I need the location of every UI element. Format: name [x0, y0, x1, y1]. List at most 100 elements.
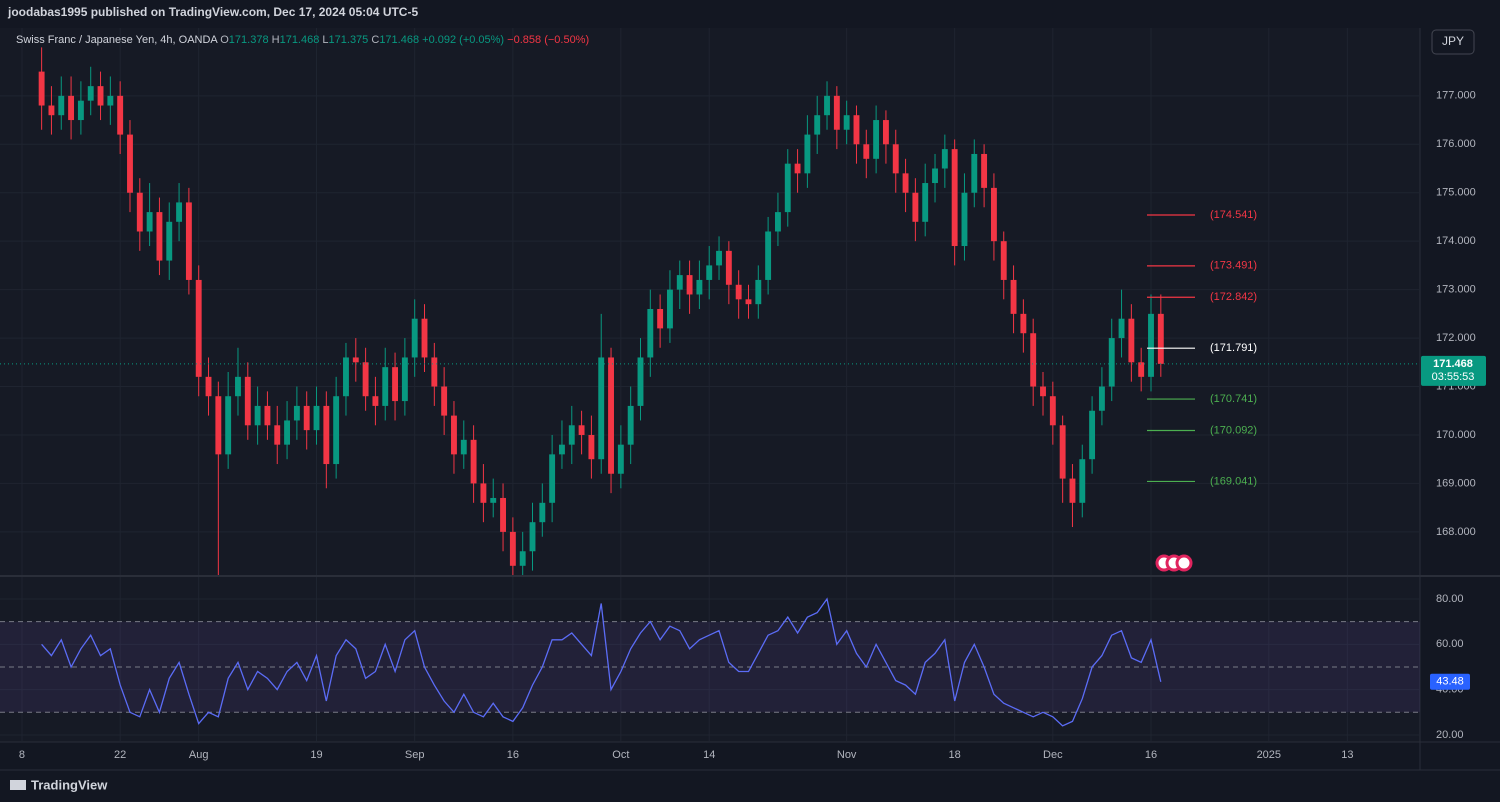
legend-change: (−0.50%) — [544, 34, 589, 46]
candle-body — [617, 444, 624, 474]
legend-value: 171.375 — [329, 34, 369, 46]
candle-body — [608, 357, 614, 474]
x-tick-label: 13 — [1341, 749, 1353, 761]
candle-body — [1000, 241, 1007, 280]
candle-body — [637, 357, 644, 406]
candle-body — [1118, 318, 1125, 339]
candle-body — [833, 95, 840, 130]
currency-label[interactable]: JPY — [1442, 34, 1464, 48]
candle-body — [1098, 386, 1105, 411]
x-tick-label: Nov — [837, 749, 857, 761]
candle-body — [156, 212, 163, 261]
candle-body — [824, 95, 830, 116]
y-tick-label: 20.00 — [1436, 729, 1464, 741]
candle-body — [254, 405, 261, 426]
candle-body — [1020, 313, 1027, 334]
candle-body — [686, 275, 693, 295]
candle-body — [755, 279, 762, 305]
legend-value: 171.378 — [229, 34, 269, 46]
x-tick-label: 2025 — [1257, 749, 1281, 761]
candle-body — [225, 396, 232, 455]
candle-body — [333, 396, 340, 465]
candle-body — [990, 187, 997, 242]
price-pane — [0, 47, 1420, 575]
candle-body — [539, 502, 546, 523]
candle-body — [912, 192, 919, 222]
legend-key: L — [322, 34, 328, 46]
candle-body — [961, 192, 968, 247]
candle-body — [529, 522, 536, 552]
x-tick-label: Dec — [1043, 749, 1063, 761]
level-label: (172.842) — [1210, 291, 1257, 303]
legend-value: 171.468 — [379, 34, 419, 46]
candle-body — [784, 163, 791, 213]
rsi-value-label: 43.48 — [1436, 676, 1464, 688]
legend-key: O — [220, 34, 229, 46]
candle-body — [293, 405, 300, 421]
candle-body — [264, 405, 271, 426]
candle-body — [1010, 279, 1017, 314]
x-tick-label: 14 — [703, 749, 715, 761]
legend-title: Swiss Franc / Japanese Yen, 4h, OANDA — [16, 34, 218, 46]
footer-logo: TradingView — [31, 777, 108, 792]
candle-body — [1079, 459, 1086, 503]
candle-body — [1030, 333, 1037, 387]
y-tick-label: 60.00 — [1436, 638, 1464, 650]
y-tick-label: 177.000 — [1436, 90, 1476, 102]
x-tick-label: 18 — [949, 749, 961, 761]
x-tick-label: 16 — [1145, 749, 1157, 761]
candle-body — [843, 115, 850, 130]
candle-body — [794, 163, 801, 174]
countdown: 03:55:53 — [1432, 371, 1475, 383]
y-tick-label: 168.000 — [1436, 526, 1476, 538]
currency-button[interactable] — [1431, 29, 1475, 55]
y-tick-label: 173.000 — [1436, 284, 1476, 296]
candle-body — [1148, 313, 1154, 377]
candle-body — [509, 531, 516, 566]
candle-body — [411, 318, 418, 358]
candle-body — [853, 115, 860, 145]
candle-body — [166, 221, 173, 261]
candle-body — [706, 265, 713, 280]
y-tick-label: 169.000 — [1436, 477, 1476, 489]
candle-body — [814, 115, 821, 135]
x-tick-label: 16 — [507, 749, 519, 761]
rsi-line — [41, 597, 1162, 727]
candle-body — [922, 183, 929, 222]
candle-body — [559, 444, 565, 455]
x-tick-label: Oct — [612, 749, 629, 761]
rsi-value-box — [1430, 673, 1470, 690]
candle-body — [588, 434, 595, 460]
candle-body — [519, 551, 526, 566]
candle-body — [382, 367, 389, 406]
level-label: (169.041) — [1210, 475, 1257, 487]
candle-body — [676, 275, 683, 290]
candle-body — [1157, 313, 1164, 364]
candle-body — [127, 134, 133, 193]
candle-body — [195, 279, 202, 377]
candle-body — [490, 497, 497, 503]
marks — [0, 47, 1420, 727]
y-tick-label: 176.000 — [1436, 138, 1476, 150]
candle-body — [392, 367, 399, 402]
candle-body — [107, 95, 114, 106]
candle-body — [765, 231, 772, 280]
level-label: (174.541) — [1210, 209, 1257, 221]
candle-body — [48, 105, 55, 116]
candle-body — [863, 144, 870, 159]
candle-body — [578, 425, 585, 435]
legend-key: H — [272, 34, 280, 46]
candle-body — [735, 284, 742, 300]
logo — [10, 780, 26, 790]
candle-body — [882, 120, 889, 145]
candle-body — [647, 309, 654, 358]
legend-change: −0.858 — [507, 34, 541, 46]
candle-body — [627, 405, 634, 445]
candle-body — [774, 212, 781, 232]
legend: Swiss Franc / Japanese Yen, 4h, OANDA O1… — [16, 34, 589, 46]
candle-body — [136, 192, 143, 232]
y-tick-label: 170.000 — [1436, 429, 1476, 441]
level-label: (170.741) — [1210, 393, 1257, 405]
candle-body — [549, 454, 556, 503]
candle-body — [745, 299, 752, 305]
